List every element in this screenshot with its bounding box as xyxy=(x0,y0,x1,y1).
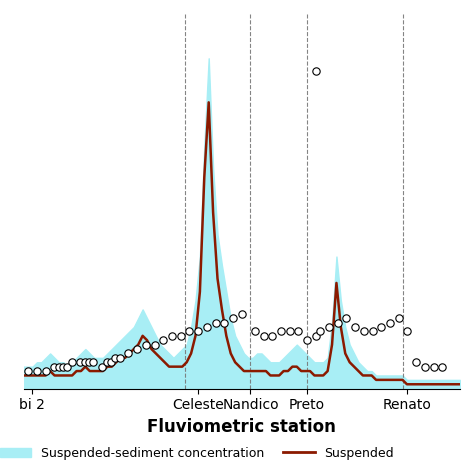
Point xyxy=(103,358,110,366)
Point xyxy=(151,341,158,348)
X-axis label: Fluviometric station: Fluviometric station xyxy=(147,418,336,436)
Point xyxy=(438,363,446,371)
Point xyxy=(133,345,141,353)
Point xyxy=(421,363,428,371)
Point xyxy=(85,358,93,366)
Point xyxy=(81,358,89,366)
Point xyxy=(142,341,150,348)
Point xyxy=(229,314,237,322)
Point xyxy=(312,68,319,75)
Point xyxy=(42,367,49,375)
Point xyxy=(107,358,115,366)
Point xyxy=(68,358,75,366)
Point xyxy=(111,354,119,362)
Point xyxy=(412,358,420,366)
Point xyxy=(430,363,438,371)
Point xyxy=(186,328,193,335)
Point xyxy=(55,363,63,371)
Point xyxy=(220,319,228,327)
Point xyxy=(343,314,350,322)
Point xyxy=(177,332,184,339)
Point xyxy=(99,363,106,371)
Point xyxy=(50,363,58,371)
Point xyxy=(395,314,402,322)
Legend: Suspended-sediment concentration, Suspended: Suspended-sediment concentration, Suspen… xyxy=(0,442,399,465)
Point xyxy=(194,328,202,335)
Point xyxy=(116,354,123,362)
Point xyxy=(386,319,394,327)
Point xyxy=(312,332,319,339)
Point xyxy=(351,323,359,331)
Point xyxy=(238,310,246,318)
Point xyxy=(404,328,411,335)
Point xyxy=(369,328,376,335)
Point xyxy=(360,328,368,335)
Point xyxy=(159,337,167,344)
Point xyxy=(77,358,84,366)
Point xyxy=(268,332,276,339)
Point xyxy=(24,367,32,375)
Point xyxy=(251,328,259,335)
Point xyxy=(286,328,293,335)
Point xyxy=(277,328,285,335)
Point xyxy=(59,363,67,371)
Point xyxy=(317,328,324,335)
Point xyxy=(203,323,210,331)
Point xyxy=(295,328,302,335)
Point xyxy=(260,332,267,339)
Point xyxy=(334,319,341,327)
Point xyxy=(325,323,333,331)
Point xyxy=(64,363,71,371)
Point xyxy=(303,337,311,344)
Point xyxy=(212,319,219,327)
Point xyxy=(33,367,41,375)
Point xyxy=(125,350,132,357)
Point xyxy=(168,332,176,339)
Point xyxy=(90,358,97,366)
Point xyxy=(377,323,385,331)
